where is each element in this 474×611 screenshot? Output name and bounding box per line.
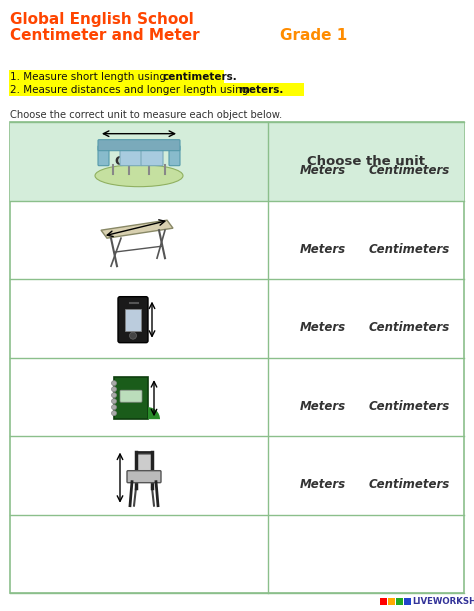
- Circle shape: [129, 332, 137, 339]
- Text: Centimeters: Centimeters: [368, 164, 450, 177]
- Circle shape: [111, 387, 117, 392]
- FancyBboxPatch shape: [118, 297, 148, 343]
- Bar: [10, 122, 464, 200]
- Bar: [388, 598, 395, 605]
- Ellipse shape: [95, 165, 183, 187]
- Text: Meters: Meters: [300, 400, 346, 412]
- Text: LIVEWORKSHEETS: LIVEWORKSHEETS: [412, 597, 474, 606]
- FancyBboxPatch shape: [141, 150, 163, 166]
- Text: 1. Measure short length using: 1. Measure short length using: [10, 72, 169, 82]
- Bar: [136, 454, 152, 472]
- Bar: [396, 598, 403, 605]
- FancyBboxPatch shape: [120, 150, 142, 166]
- Circle shape: [111, 404, 117, 410]
- Text: Choose the unit: Choose the unit: [307, 155, 425, 168]
- Bar: [114, 377, 148, 419]
- Bar: [9, 70, 224, 83]
- FancyBboxPatch shape: [169, 145, 180, 166]
- Text: Centimeters: Centimeters: [368, 400, 450, 412]
- Bar: [380, 598, 387, 605]
- FancyBboxPatch shape: [127, 470, 161, 483]
- Polygon shape: [101, 220, 173, 238]
- Text: Centimeters: Centimeters: [368, 478, 450, 491]
- Text: Centimeters: Centimeters: [368, 243, 450, 255]
- Circle shape: [111, 393, 117, 398]
- Text: 2. Measure distances and longer length using: 2. Measure distances and longer length u…: [10, 85, 252, 95]
- Text: Meters: Meters: [300, 321, 346, 334]
- Wedge shape: [148, 407, 160, 419]
- Circle shape: [111, 399, 117, 404]
- Bar: [10, 122, 464, 593]
- Bar: [404, 598, 411, 605]
- Text: Meters: Meters: [300, 164, 346, 177]
- Text: centimeters.: centimeters.: [163, 72, 238, 82]
- Text: Meters: Meters: [300, 478, 346, 491]
- Text: Centimeter and Meter: Centimeter and Meter: [10, 28, 200, 43]
- Bar: [125, 309, 141, 331]
- Text: Centimeters: Centimeters: [368, 321, 450, 334]
- Text: Grade 1: Grade 1: [280, 28, 347, 43]
- Circle shape: [111, 411, 117, 415]
- Text: Choose the correct unit to measure each object below.: Choose the correct unit to measure each …: [10, 110, 282, 120]
- Text: meters.: meters.: [238, 85, 283, 95]
- FancyBboxPatch shape: [98, 145, 109, 166]
- Bar: [9, 83, 304, 96]
- Circle shape: [111, 381, 117, 386]
- FancyBboxPatch shape: [120, 390, 142, 402]
- FancyBboxPatch shape: [98, 140, 180, 151]
- Text: Object: Object: [115, 155, 163, 168]
- Text: Meters: Meters: [300, 243, 346, 255]
- Text: Global English School: Global English School: [10, 12, 194, 27]
